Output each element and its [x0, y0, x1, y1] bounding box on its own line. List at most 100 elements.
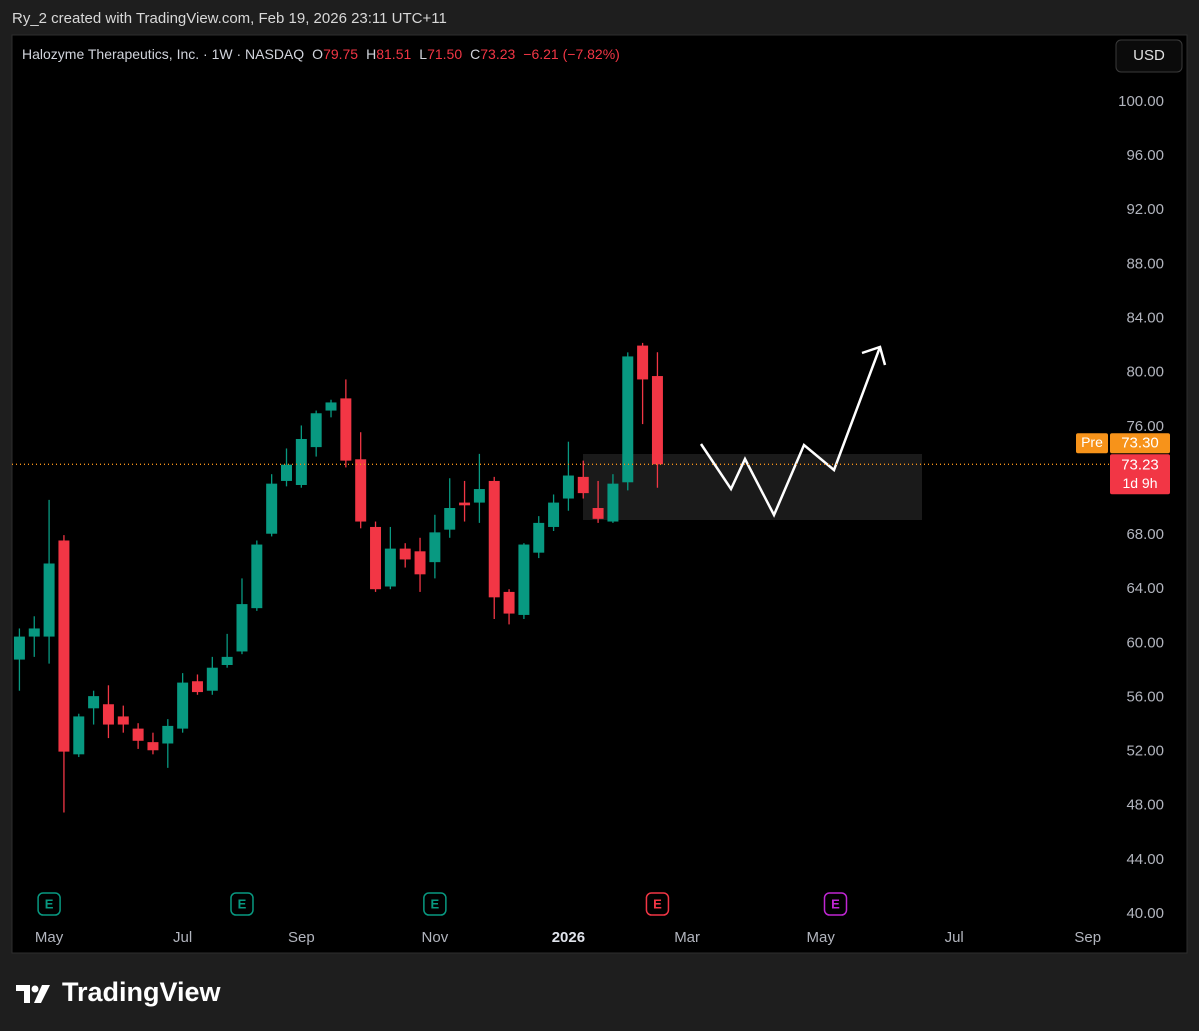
candle-body [429, 532, 441, 563]
candle-body [533, 522, 545, 553]
candle-body [177, 682, 189, 729]
candle-body [295, 438, 307, 485]
candle-body [162, 725, 174, 744]
y-tick-label: 44.00 [1126, 851, 1164, 868]
x-tick-label: Nov [422, 929, 449, 946]
y-tick-label: 64.00 [1126, 580, 1164, 597]
candle-body [562, 475, 574, 499]
candle-body [132, 728, 144, 741]
chart-header: Halozyme Therapeutics, Inc. · 1W · NASDA… [22, 46, 620, 62]
candle-body [577, 476, 589, 494]
pre-market-price: 73.30 [1121, 434, 1159, 451]
candle-body [444, 508, 456, 530]
event-marker [823, 892, 848, 916]
ohlc-value: 79.75 [323, 46, 358, 62]
candle-body [399, 548, 411, 560]
change: −6.21 (−7.82%) [523, 46, 620, 62]
zone-box [583, 454, 922, 520]
candle-body [622, 356, 634, 483]
candle-body [102, 704, 114, 725]
ohlc-value: 73.23 [480, 46, 515, 62]
ohlc-value: 81.51 [376, 46, 411, 62]
candle-body [325, 402, 337, 411]
pre-market-tag [1076, 433, 1108, 454]
event-label: E [653, 896, 662, 911]
candle-body [88, 696, 100, 709]
x-tick-label: May [35, 929, 64, 946]
candle-body [236, 604, 248, 652]
y-tick-label: 52.00 [1126, 743, 1164, 760]
projection-path [699, 346, 882, 518]
candle-body [607, 483, 619, 522]
candle-body [266, 483, 278, 534]
event-marker [645, 892, 670, 916]
x-tick-label: Mar [674, 929, 700, 946]
candle-body [73, 716, 85, 755]
candle-body [221, 656, 233, 665]
candle-body [518, 544, 530, 615]
candle-body [414, 551, 426, 575]
candle-body [117, 716, 129, 725]
x-tick-label: Sep [1074, 929, 1101, 946]
event-label: E [45, 896, 54, 911]
y-tick-label: 84.00 [1126, 310, 1164, 327]
candle-body [206, 667, 218, 691]
candle-body [355, 459, 367, 522]
x-tick-label: 2026 [552, 929, 585, 946]
x-tick-label: Jul [945, 929, 964, 946]
candle-body [147, 742, 159, 751]
y-tick-label: 92.00 [1126, 201, 1164, 218]
candle-body [370, 526, 382, 590]
candle-body [340, 398, 352, 461]
x-tick-label: Sep [288, 929, 315, 946]
ohlc-key: L [419, 46, 427, 62]
y-tick-label: 96.00 [1126, 147, 1164, 164]
event-label: E [831, 896, 840, 911]
x-tick-label: Jul [173, 929, 192, 946]
candle-body [251, 544, 263, 609]
candle-body [384, 548, 396, 587]
currency-button[interactable] [1115, 39, 1183, 73]
ohlc-key: H [366, 46, 376, 62]
candle-body [13, 636, 25, 660]
currency-label[interactable]: USD [1133, 47, 1165, 64]
candle-body [592, 508, 604, 519]
caption: Ry_2 created with TradingView.com, Feb 1… [12, 10, 447, 27]
event-label: E [431, 896, 440, 911]
y-tick-label: 76.00 [1126, 418, 1164, 435]
event-marker [37, 892, 61, 916]
event-marker [423, 892, 447, 916]
countdown: 1d 9h [1122, 475, 1157, 491]
y-tick-label: 48.00 [1126, 797, 1164, 814]
candle-body [473, 489, 485, 503]
candle-body [281, 464, 292, 481]
y-tick-label: 60.00 [1126, 634, 1164, 651]
candle-body [548, 502, 560, 527]
candle-body [488, 480, 500, 598]
ohlc-value: 71.50 [427, 46, 462, 62]
pre-market-tag-label: Pre [1081, 434, 1103, 450]
pre-market-box [1110, 433, 1170, 454]
candle-body [28, 628, 40, 637]
last-price-label: 73.23 [1121, 456, 1159, 473]
candle-body [58, 540, 70, 752]
last-price-box [1110, 454, 1170, 495]
arrow-head [861, 345, 887, 366]
candle-body [459, 502, 471, 506]
candle-body [43, 563, 55, 637]
logo-text: TradingView [62, 977, 222, 1007]
event-label: E [238, 896, 247, 911]
plot: 40.00 44.00 48.00 52.00 56.00 60.00 64.00 68.00… [12, 93, 1164, 946]
y-tick-label: 100.00 [1118, 93, 1164, 110]
chart-title: Halozyme Therapeutics, Inc. · 1W · NASDA… [22, 46, 304, 62]
candle-body [191, 681, 203, 693]
candle-body [637, 345, 649, 380]
event-marker [230, 892, 254, 916]
y-tick-label: 88.00 [1126, 255, 1164, 272]
logo-icon [16, 985, 50, 1003]
y-tick-label: 56.00 [1126, 688, 1164, 705]
candle-body [503, 591, 515, 614]
ohlc-key: C [470, 46, 480, 62]
y-tick-label: 80.00 [1126, 364, 1164, 381]
